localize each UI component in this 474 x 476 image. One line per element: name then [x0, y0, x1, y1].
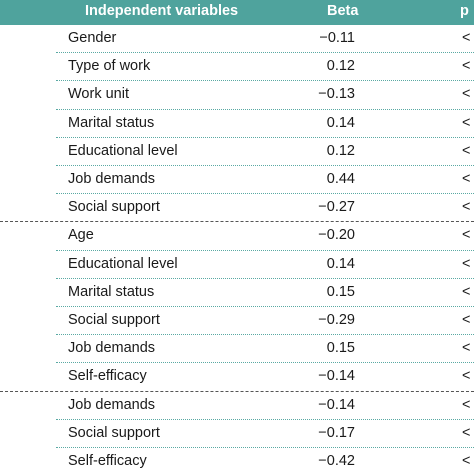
table-row: Educational level 0.12 < [0, 138, 474, 166]
beta-cell: −0.29 [318, 312, 355, 328]
table-row: Social support −0.17 < [0, 420, 474, 448]
beta-cell: 0.14 [327, 256, 355, 272]
beta-cell: −0.17 [318, 425, 355, 441]
independent-variable-cell: Job demands [68, 171, 155, 187]
p-value-cell: < [462, 397, 470, 413]
beta-cell: −0.13 [318, 86, 355, 102]
independent-variable-cell: Work unit [68, 86, 129, 102]
table-header: Independent variables Beta p [0, 0, 474, 25]
table-row: Job demands 0.44 < [0, 166, 474, 194]
table-row: Self-efficacy −0.42 < [0, 448, 474, 476]
beta-cell: −0.27 [318, 199, 355, 215]
p-value-cell: < [462, 171, 470, 187]
independent-variable-cell: Job demands [68, 397, 155, 413]
p-value-cell: < [462, 340, 470, 356]
beta-cell: −0.14 [318, 368, 355, 384]
p-value-cell: < [462, 30, 470, 46]
table-row: Social support −0.29 < [0, 307, 474, 335]
independent-variable-cell: Social support [68, 425, 160, 441]
independent-variable-cell: Educational level [68, 143, 178, 159]
table-row: Self-efficacy −0.14 < [0, 363, 474, 391]
beta-cell: 0.15 [327, 340, 355, 356]
beta-cell: 0.12 [327, 143, 355, 159]
independent-variable-cell: Age [68, 227, 94, 243]
independent-variable-cell: Self-efficacy [68, 368, 147, 384]
independent-variable-cell: Marital status [68, 115, 154, 131]
p-value-cell: < [462, 143, 470, 159]
table-row: Marital status 0.14 < [0, 110, 474, 138]
beta-cell: 0.44 [327, 171, 355, 187]
table-row: Marital status 0.15 < [0, 279, 474, 307]
p-value-cell: < [462, 425, 470, 441]
independent-variable-cell: Educational level [68, 256, 178, 272]
p-value-cell: < [462, 256, 470, 272]
table-row: Educational level 0.14 < [0, 251, 474, 279]
table-row: Job demands 0.15 < [0, 335, 474, 363]
beta-cell: −0.20 [318, 227, 355, 243]
beta-cell: −0.11 [319, 30, 355, 46]
table-row: Gender −0.11 < [0, 25, 474, 53]
header-p-partial: p [460, 0, 469, 25]
independent-variable-cell: Type of work [68, 58, 150, 74]
beta-cell: 0.15 [327, 284, 355, 300]
p-value-cell: < [462, 199, 470, 215]
beta-cell: 0.12 [327, 58, 355, 74]
p-value-cell: < [462, 115, 470, 131]
table-row: Work unit −0.13 < [0, 81, 474, 109]
beta-cell: −0.14 [318, 397, 355, 413]
p-value-cell: < [462, 453, 470, 469]
table-row: Type of work 0.12 < [0, 53, 474, 81]
header-beta: Beta [327, 0, 358, 25]
beta-cell: 0.14 [327, 115, 355, 131]
table-row: Job demands −0.14 < [0, 392, 474, 420]
table-row: Age −0.20 < [0, 222, 474, 250]
p-value-cell: < [462, 58, 470, 74]
independent-variable-cell: Self-efficacy [68, 453, 147, 469]
p-value-cell: < [462, 312, 470, 328]
independent-variable-cell: Social support [68, 312, 160, 328]
independent-variable-cell: Gender [68, 30, 116, 46]
independent-variable-cell: Job demands [68, 340, 155, 356]
independent-variable-cell: Social support [68, 199, 160, 215]
p-value-cell: < [462, 368, 470, 384]
p-value-cell: < [462, 227, 470, 243]
p-value-cell: < [462, 86, 470, 102]
table-row: Social support −0.27 < [0, 194, 474, 222]
header-independent-variables: Independent variables [85, 0, 238, 25]
independent-variable-cell: Marital status [68, 284, 154, 300]
p-value-cell: < [462, 284, 470, 300]
beta-cell: −0.42 [318, 453, 355, 469]
